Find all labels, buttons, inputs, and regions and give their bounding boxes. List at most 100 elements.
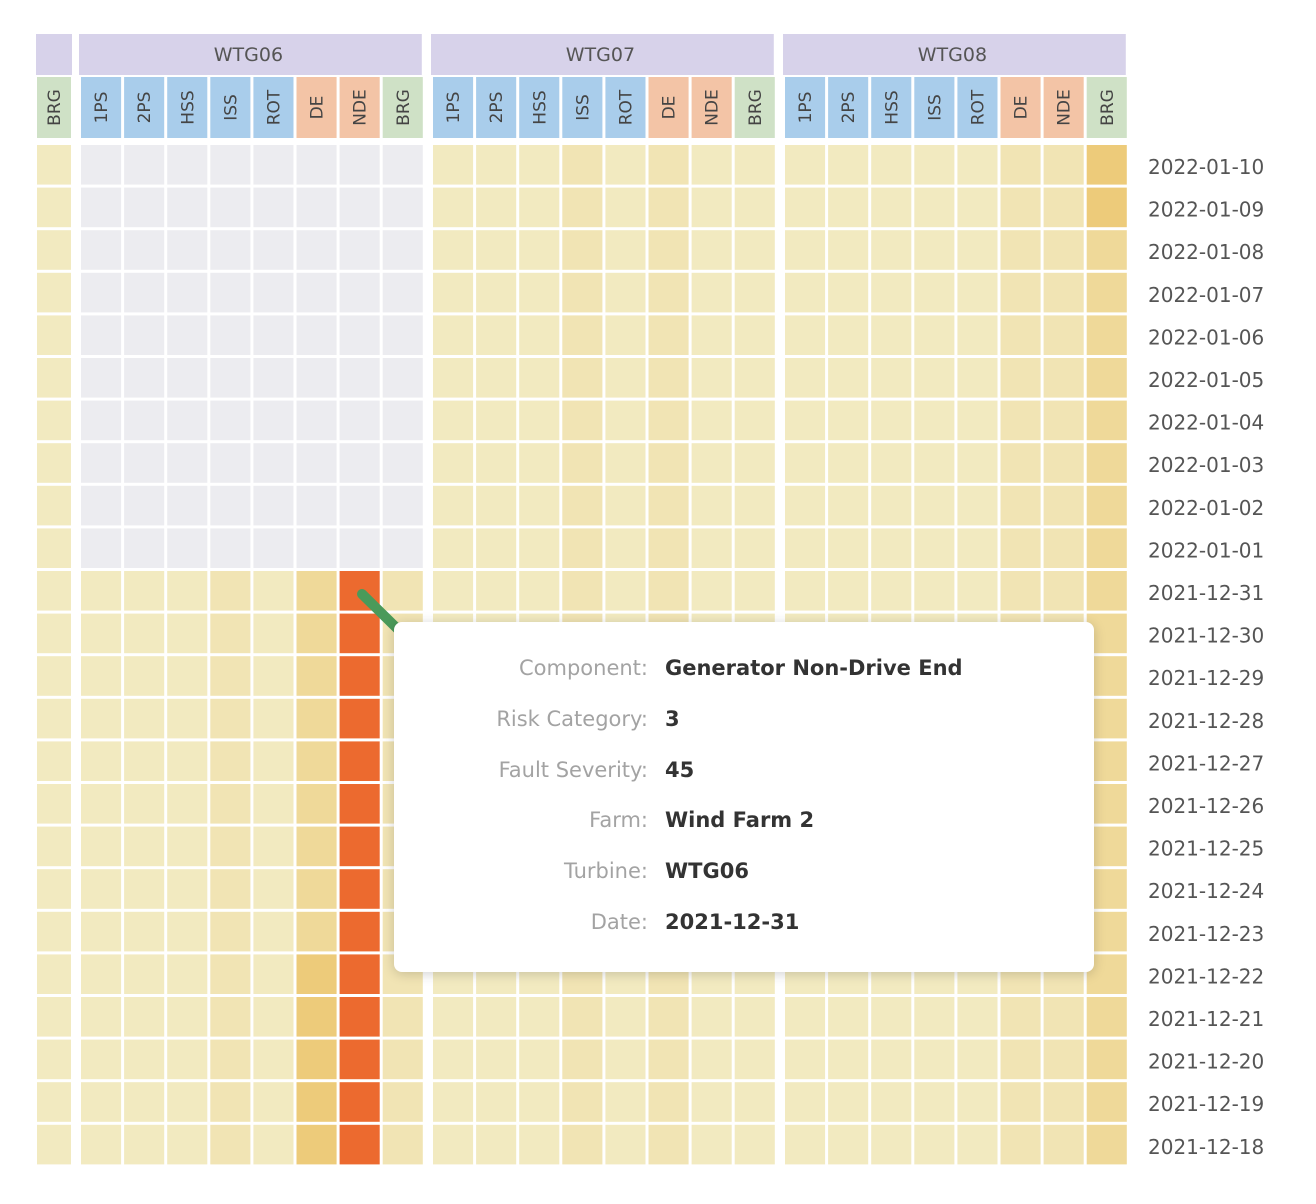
heatmap-cell <box>605 997 646 1037</box>
heatmap-cell <box>734 272 775 313</box>
heatmap-cell <box>519 571 560 611</box>
heatmap-cell <box>871 1124 912 1165</box>
heatmap-cell <box>253 784 294 824</box>
heatmap-cell <box>382 187 423 228</box>
heatmap-cell <box>828 1039 869 1080</box>
heatmap-cell <box>253 954 294 994</box>
heatmap-cell <box>81 1124 122 1165</box>
heatmap-cell <box>519 443 560 483</box>
component-label-wtg08-hss: HSS <box>882 90 902 124</box>
heatmap-cell <box>210 1039 251 1080</box>
heatmap-cell <box>339 230 380 270</box>
tooltip-label-component: Component: <box>519 656 648 680</box>
standalone-cell <box>37 613 71 654</box>
heatmap-cell <box>476 272 517 313</box>
heatmap-cell <box>914 997 955 1037</box>
component-header-wtg06-de <box>296 77 337 138</box>
heatmap-cell <box>339 187 380 228</box>
component-header-wtg08-1ps <box>785 77 826 138</box>
heatmap-cell <box>605 443 646 483</box>
heatmap-cell <box>210 1082 251 1122</box>
heatmap-cell <box>785 485 826 526</box>
heatmap-cell <box>253 443 294 483</box>
heatmap-cell <box>691 315 732 355</box>
heatmap-cell <box>296 571 337 611</box>
heatmap-cell <box>828 1082 869 1122</box>
heatmap-cell <box>1086 315 1127 355</box>
heatmap-cell <box>785 1082 826 1122</box>
heatmap-cell <box>691 1124 732 1165</box>
heatmap-cell <box>1043 528 1084 568</box>
heatmap-cell <box>734 1082 775 1122</box>
heatmap-cell <box>382 145 423 185</box>
heatmap-cell <box>1043 443 1084 483</box>
heatmap-cell <box>1000 997 1041 1037</box>
heatmap-cell <box>210 954 251 994</box>
date-label: 2021-12-25 <box>1148 837 1264 861</box>
heatmap-cell <box>1086 528 1127 568</box>
heatmap-cell <box>124 272 165 313</box>
standalone-cell <box>37 187 71 228</box>
heatmap-cell <box>81 698 122 739</box>
heatmap-cell <box>734 315 775 355</box>
heatmap-cell <box>828 272 869 313</box>
standalone-cell <box>37 997 71 1037</box>
date-label: 2021-12-26 <box>1148 794 1264 818</box>
heatmap-cell <box>81 826 122 867</box>
turbine-label-wtg06: WTG06 <box>214 44 283 66</box>
standalone-cell <box>37 230 71 270</box>
heatmap-cell <box>1086 443 1127 483</box>
component-header-wtg07-rot <box>605 77 646 138</box>
heatmap-cell <box>253 528 294 568</box>
heatmap-cell <box>562 400 603 441</box>
heatmap-cell <box>1043 1082 1084 1122</box>
heatmap-cell <box>476 315 517 355</box>
heatmap-cell <box>605 272 646 313</box>
heatmap-cell <box>785 230 826 270</box>
heatmap-cell <box>691 997 732 1037</box>
heatmap-cell <box>1000 1124 1041 1165</box>
heatmap-cell <box>519 272 560 313</box>
component-header-wtg07-iss <box>562 77 603 138</box>
heatmap-cell <box>871 145 912 185</box>
heatmap-cell <box>734 1124 775 1165</box>
heatmap-cell <box>253 997 294 1037</box>
component-label-wtg08-iss: ISS <box>925 94 945 121</box>
heatmap-cell <box>81 911 122 952</box>
heatmap-cell <box>691 400 732 441</box>
heatmap-cell <box>210 826 251 867</box>
component-label-wtg07-iss: ISS <box>573 94 593 121</box>
heatmap-cell <box>914 145 955 185</box>
heatmap-cell <box>648 485 689 526</box>
heatmap-cell <box>81 145 122 185</box>
component-label-wtg07-2ps: 2PS <box>487 92 507 124</box>
date-label: 2021-12-29 <box>1148 666 1264 690</box>
heatmap-cell <box>605 145 646 185</box>
heatmap-cell <box>433 187 474 228</box>
heatmap-cell <box>296 1039 337 1080</box>
heatmap-cell <box>1000 485 1041 526</box>
heatmap-cell <box>253 358 294 398</box>
heatmap-cell <box>648 358 689 398</box>
standalone-cell <box>37 315 71 355</box>
heatmap-cell <box>914 400 955 441</box>
heatmap-cell <box>648 1039 689 1080</box>
component-header-wtg07-de <box>648 77 689 138</box>
heatmap-cell <box>1000 400 1041 441</box>
date-label: 2022-01-04 <box>1148 411 1264 435</box>
heatmap-cell <box>828 443 869 483</box>
heatmap-cell <box>691 1082 732 1122</box>
heatmap-cell <box>167 613 208 654</box>
heatmap-cell <box>785 997 826 1037</box>
heatmap-cell <box>785 443 826 483</box>
heatmap-cell <box>914 230 955 270</box>
heatmap-cell <box>167 784 208 824</box>
heatmap-cell <box>734 485 775 526</box>
heatmap-cell <box>210 230 251 270</box>
heatmap-cell <box>210 528 251 568</box>
heatmap-cell <box>1086 485 1127 526</box>
heatmap-cell <box>81 997 122 1037</box>
heatmap-cell <box>167 1124 208 1165</box>
heatmap-cell <box>828 528 869 568</box>
